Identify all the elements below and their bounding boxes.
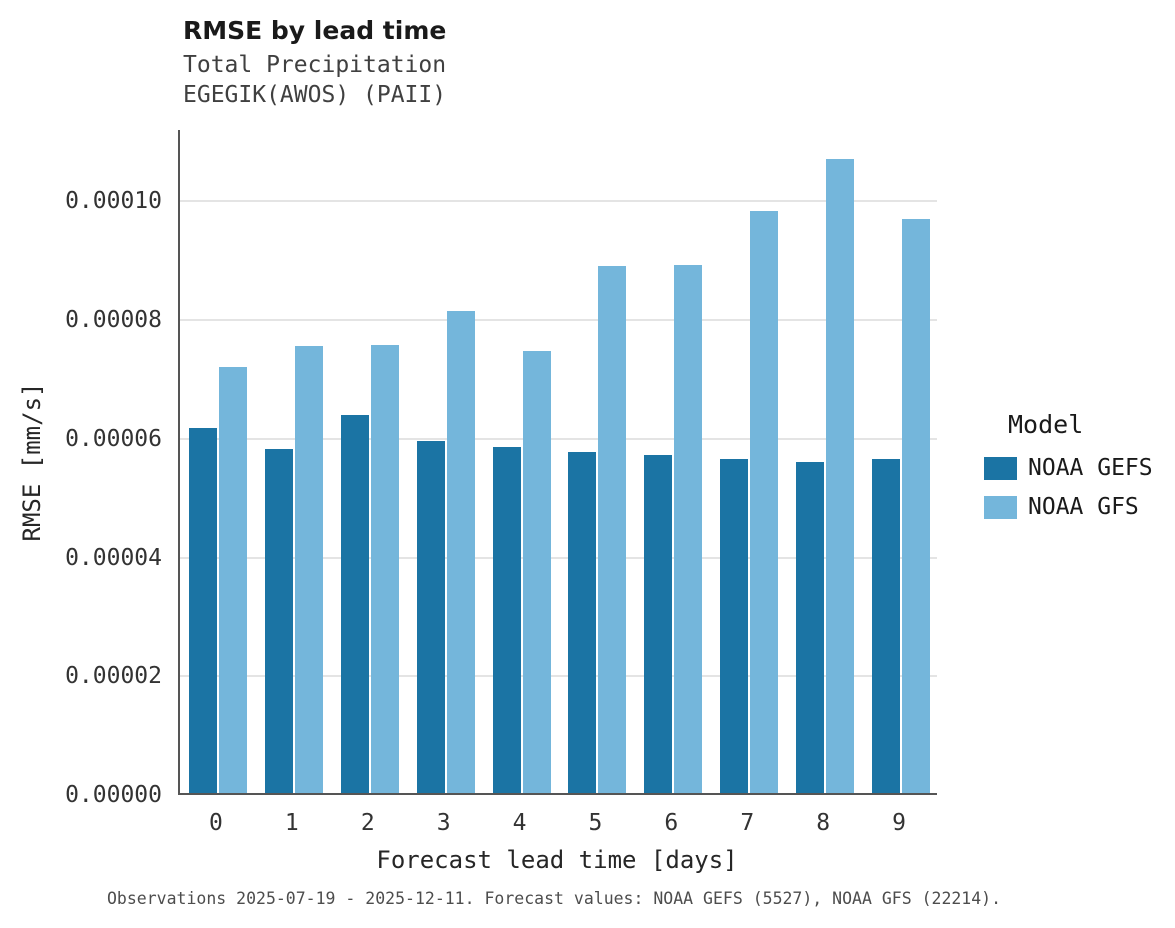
gridline bbox=[180, 200, 937, 203]
bar-noaa-gfs-day-6 bbox=[674, 265, 703, 793]
legend-item-noaa-gfs: NOAA GFS bbox=[984, 494, 1153, 520]
chart-subtitle-variable: Total Precipitation bbox=[183, 52, 447, 78]
bar-noaa-gfs-day-8 bbox=[826, 159, 855, 793]
bar-group-day-2 bbox=[340, 345, 399, 793]
legend-swatch bbox=[984, 456, 1017, 480]
source-caption: Observations 2025-07-19 - 2025-12-11. Fo… bbox=[107, 889, 1002, 908]
bar-noaa-gefs-day-1 bbox=[264, 448, 293, 793]
bar-noaa-gfs-day-0 bbox=[218, 366, 247, 793]
legend-item-noaa-gefs: NOAA GEFS bbox=[984, 455, 1153, 481]
bar-noaa-gfs-day-7 bbox=[750, 210, 779, 793]
bars-layer bbox=[180, 130, 937, 793]
y-axis-label: RMSE [mm/s] bbox=[18, 382, 46, 542]
x-tick-label: 2 bbox=[360, 810, 375, 836]
y-tick-label: 0.00008 bbox=[65, 307, 162, 333]
bar-group-day-7 bbox=[720, 210, 779, 793]
bar-group-day-6 bbox=[644, 265, 703, 793]
bar-group-day-3 bbox=[416, 311, 475, 793]
legend-label: NOAA GFS bbox=[1028, 494, 1139, 520]
bar-noaa-gfs-day-2 bbox=[370, 345, 399, 793]
chart-subtitle-station: EGEGIK(AWOS) (PAII) bbox=[183, 82, 447, 108]
gridline bbox=[180, 319, 937, 321]
x-tick-label: 7 bbox=[740, 810, 755, 836]
y-tick-label: 0.00010 bbox=[65, 188, 162, 215]
bar-noaa-gfs-day-5 bbox=[598, 265, 627, 793]
x-tick-label: 9 bbox=[892, 810, 906, 836]
gridline bbox=[180, 675, 937, 678]
bar-noaa-gefs-day-6 bbox=[644, 455, 673, 793]
legend-title: Model bbox=[1008, 410, 1084, 439]
bar-noaa-gefs-day-0 bbox=[188, 428, 217, 793]
y-tick-label: 0.00000 bbox=[65, 782, 162, 808]
y-tick-label: 0.00002 bbox=[65, 663, 162, 690]
gridline bbox=[180, 556, 937, 559]
bar-noaa-gefs-day-2 bbox=[340, 415, 369, 793]
x-tick-label: 4 bbox=[512, 810, 527, 836]
bar-noaa-gefs-day-7 bbox=[720, 459, 749, 793]
bar-noaa-gfs-day-3 bbox=[446, 311, 475, 793]
bar-noaa-gefs-day-5 bbox=[568, 452, 597, 793]
bar-noaa-gefs-day-9 bbox=[872, 458, 901, 793]
bar-group-day-4 bbox=[492, 351, 551, 793]
bar-noaa-gfs-day-9 bbox=[902, 219, 931, 793]
y-tick-label: 0.00006 bbox=[65, 425, 162, 452]
bar-group-day-8 bbox=[796, 159, 855, 793]
x-tick-label: 6 bbox=[664, 810, 679, 836]
bar-group-day-5 bbox=[568, 265, 627, 793]
x-axis-label: Forecast lead time [days] bbox=[376, 846, 738, 874]
bar-noaa-gfs-day-4 bbox=[522, 351, 551, 793]
bar-group-day-0 bbox=[188, 366, 247, 793]
bar-group-day-9 bbox=[872, 219, 931, 793]
bar-noaa-gfs-day-1 bbox=[294, 345, 323, 793]
legend: Model NOAA GEFS NOAA GFS bbox=[984, 410, 1153, 533]
x-tick-label: 1 bbox=[284, 810, 299, 836]
y-tick-label: 0.00004 bbox=[65, 544, 162, 571]
chart-title: RMSE by lead time bbox=[183, 16, 447, 45]
x-tick-label: 3 bbox=[436, 810, 451, 836]
bar-group-day-1 bbox=[264, 345, 323, 793]
legend-swatch bbox=[984, 495, 1017, 519]
plot-area bbox=[178, 130, 937, 795]
bar-noaa-gefs-day-4 bbox=[492, 446, 521, 793]
legend-label: NOAA GEFS bbox=[1028, 455, 1153, 481]
x-tick-label: 5 bbox=[588, 810, 603, 836]
gridline bbox=[180, 437, 937, 440]
x-tick-label: 8 bbox=[816, 810, 831, 836]
bar-noaa-gefs-day-3 bbox=[416, 440, 445, 793]
x-tick-label: 0 bbox=[209, 810, 223, 836]
legend-items: NOAA GEFS NOAA GFS bbox=[984, 455, 1153, 520]
bar-noaa-gefs-day-8 bbox=[796, 462, 825, 793]
